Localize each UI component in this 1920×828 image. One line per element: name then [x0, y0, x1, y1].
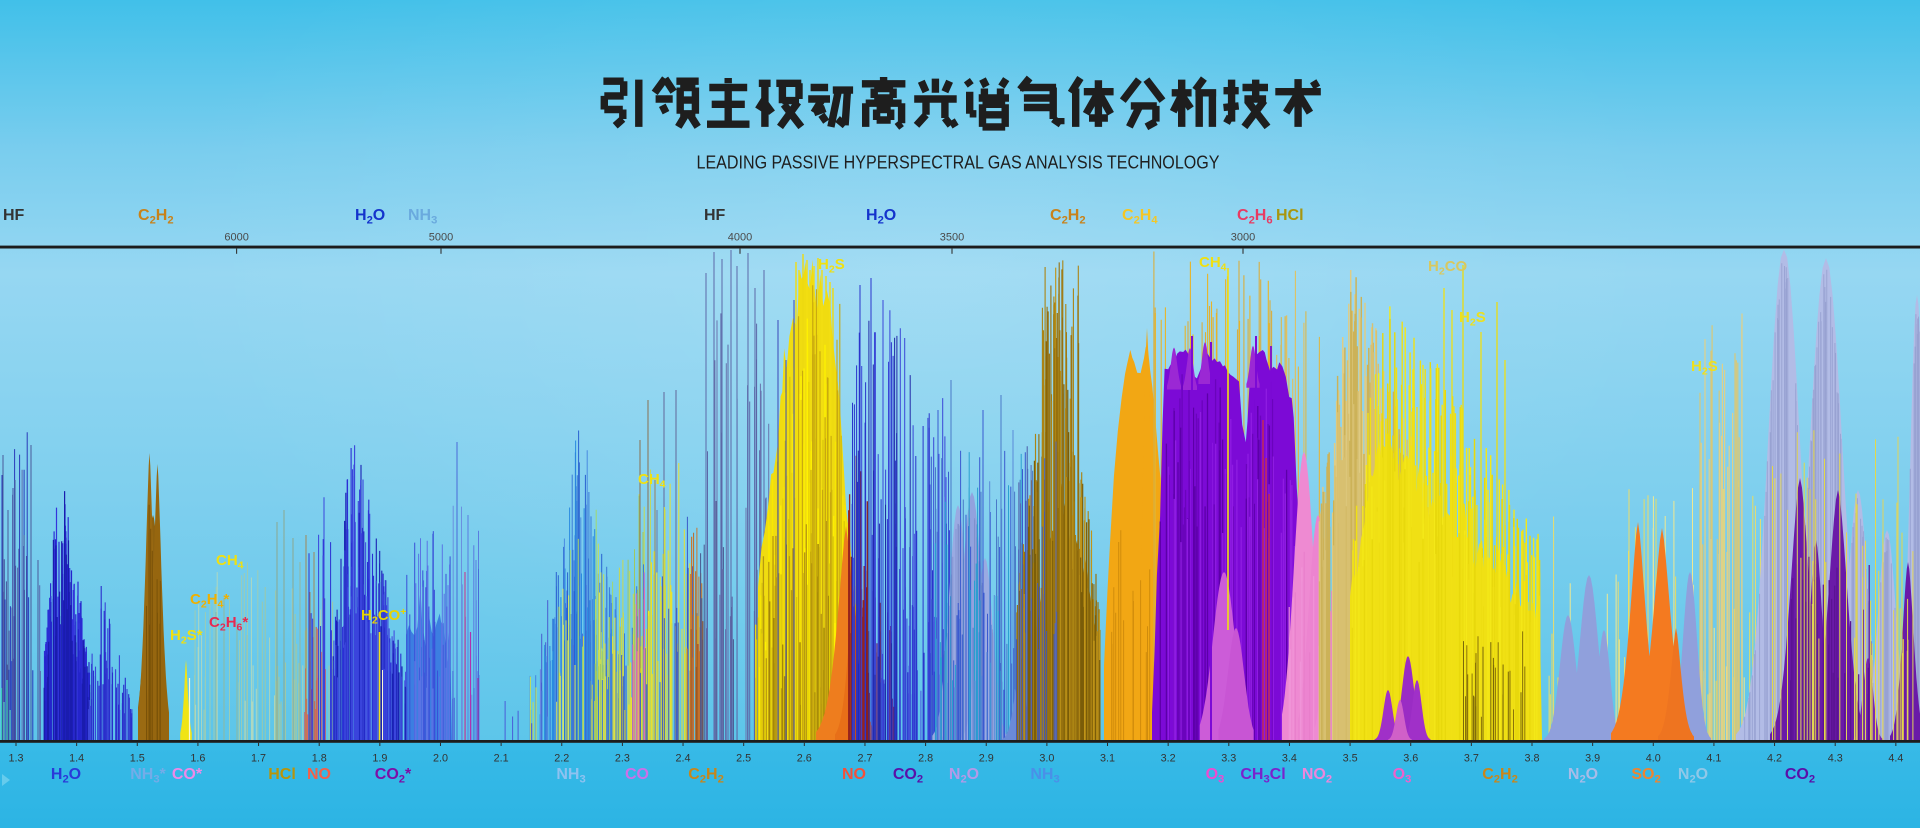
svg-text:4.0: 4.0	[1646, 753, 1661, 765]
svg-text:C2H2: C2H2	[688, 766, 724, 786]
svg-text:O3: O3	[1393, 766, 1412, 786]
svg-text:2.6: 2.6	[797, 753, 812, 765]
svg-text:C2H6: C2H6	[1237, 207, 1273, 227]
svg-text:H2S: H2S	[1459, 309, 1486, 328]
svg-text:CH3Cl: CH3Cl	[1240, 766, 1285, 786]
svg-text:2.7: 2.7	[857, 753, 872, 765]
svg-text:C2H2: C2H2	[1482, 766, 1518, 786]
svg-text:NH3*: NH3*	[130, 766, 166, 786]
svg-text:NO2: NO2	[1302, 766, 1332, 786]
svg-text:2.9: 2.9	[979, 753, 994, 765]
svg-text:H2S*: H2S*	[170, 627, 203, 646]
svg-text:1.6: 1.6	[190, 753, 205, 765]
svg-text:N2O: N2O	[949, 766, 979, 786]
svg-text:2.2: 2.2	[554, 753, 569, 765]
svg-text:4.3: 4.3	[1828, 753, 1843, 765]
svg-text:LEADING PASSIVE HYPERSPECTRAL: LEADING PASSIVE HYPERSPECTRAL GAS ANALYS…	[697, 152, 1220, 173]
svg-text:4000: 4000	[728, 232, 752, 244]
svg-text:1.9: 1.9	[372, 753, 387, 765]
svg-text:C2H4*: C2H4*	[190, 591, 229, 610]
svg-text:C2H2: C2H2	[138, 207, 174, 227]
svg-text:1.8: 1.8	[312, 753, 327, 765]
svg-text:2.0: 2.0	[433, 753, 448, 765]
svg-text:1.4: 1.4	[69, 753, 84, 765]
svg-text:HCl: HCl	[268, 766, 296, 783]
svg-text:6000: 6000	[224, 232, 248, 244]
svg-text:3.0: 3.0	[1039, 753, 1054, 765]
svg-text:NH3: NH3	[556, 766, 585, 786]
svg-text:C2H6*: C2H6*	[209, 614, 248, 633]
svg-text:3.6: 3.6	[1403, 753, 1418, 765]
svg-text:C2H2: C2H2	[1050, 207, 1086, 227]
svg-text:NH3: NH3	[1030, 766, 1059, 786]
svg-text:3.8: 3.8	[1524, 753, 1539, 765]
svg-text:2.5: 2.5	[736, 753, 751, 765]
svg-text:HF: HF	[3, 207, 25, 224]
svg-text:2.1: 2.1	[494, 753, 509, 765]
svg-text:1.7: 1.7	[251, 753, 266, 765]
svg-text:3000: 3000	[1231, 232, 1255, 244]
svg-text:4.1: 4.1	[1706, 753, 1721, 765]
svg-text:CH4: CH4	[216, 552, 244, 571]
svg-text:CH4: CH4	[1199, 254, 1227, 273]
svg-text:CO: CO	[625, 766, 649, 783]
svg-text:3.7: 3.7	[1464, 753, 1479, 765]
svg-text:H2CO: H2CO	[1428, 258, 1468, 277]
svg-text:NH3: NH3	[408, 207, 437, 227]
svg-text:NO: NO	[307, 766, 331, 783]
svg-text:2.4: 2.4	[676, 753, 691, 765]
svg-text:HF: HF	[704, 207, 726, 224]
svg-text:H2S: H2S	[1691, 358, 1718, 377]
svg-text:SO2: SO2	[1631, 766, 1660, 786]
svg-text:H2S: H2S	[818, 256, 845, 275]
svg-text:C2H4: C2H4	[1122, 207, 1158, 227]
svg-text:3500: 3500	[940, 232, 964, 244]
svg-text:H2O: H2O	[51, 766, 81, 786]
svg-text:H2O: H2O	[866, 207, 896, 227]
svg-text:3.2: 3.2	[1161, 753, 1176, 765]
svg-text:2.8: 2.8	[918, 753, 933, 765]
svg-text:CO2: CO2	[1785, 766, 1815, 786]
svg-text:H2CO+: H2CO+	[361, 606, 406, 626]
svg-text:5000: 5000	[429, 232, 453, 244]
svg-text:4.2: 4.2	[1767, 753, 1782, 765]
svg-text:3.4: 3.4	[1282, 753, 1297, 765]
svg-text:3.9: 3.9	[1585, 753, 1600, 765]
svg-text:CH4: CH4	[638, 471, 666, 490]
svg-text:1.5: 1.5	[130, 753, 145, 765]
svg-text:N2O: N2O	[1678, 766, 1708, 786]
svg-text:CO2*: CO2*	[375, 766, 412, 786]
svg-text:CO2: CO2	[893, 766, 923, 786]
svg-text:O3: O3	[1206, 766, 1225, 786]
svg-text:CO*: CO*	[172, 766, 203, 783]
svg-text:3.3: 3.3	[1221, 753, 1236, 765]
svg-text:2.3: 2.3	[615, 753, 630, 765]
svg-text:3.1: 3.1	[1100, 753, 1115, 765]
svg-text:3.5: 3.5	[1343, 753, 1358, 765]
svg-text:4.4: 4.4	[1888, 753, 1903, 765]
svg-text:HCl: HCl	[1276, 207, 1304, 224]
svg-text:NO: NO	[842, 766, 866, 783]
svg-text:1.3: 1.3	[8, 753, 23, 765]
svg-text:N2O: N2O	[1568, 766, 1598, 786]
svg-text:H2O: H2O	[355, 207, 385, 227]
